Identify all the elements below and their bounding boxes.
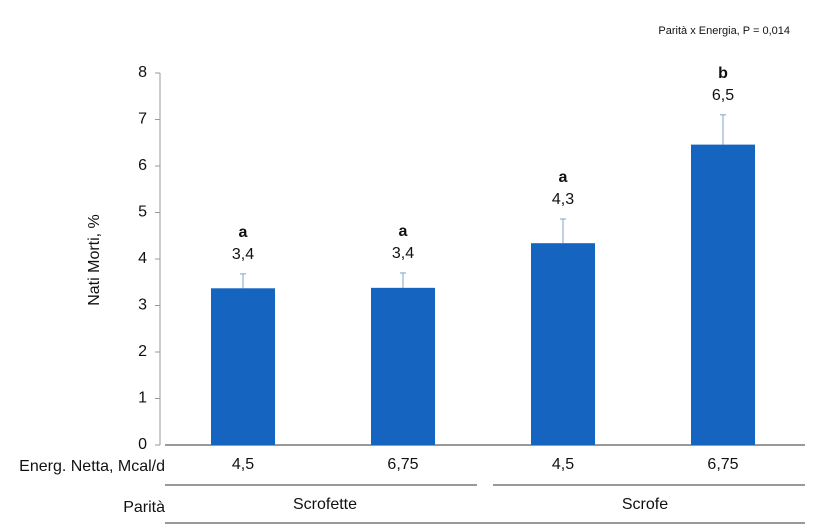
group-axis-label: Parità	[123, 499, 165, 516]
y-tick-label: 3	[138, 297, 147, 314]
y-tick-label: 0	[138, 436, 147, 453]
bar	[371, 287, 435, 445]
significance-letter: a	[239, 224, 248, 241]
value-label: 6,5	[712, 87, 734, 104]
bar	[691, 144, 755, 446]
significance-letter: b	[718, 65, 728, 82]
x-tick-label: 4,5	[232, 456, 254, 473]
significance-letter: a	[559, 169, 568, 186]
y-tick-label: 1	[138, 390, 147, 407]
x-axis-label: Energ. Netta, Mcal/d	[19, 458, 165, 475]
x-tick-label: 4,5	[552, 456, 574, 473]
y-tick-label: 7	[138, 111, 147, 128]
value-label: 4,3	[552, 191, 574, 208]
y-tick-label: 8	[138, 64, 147, 81]
bar	[531, 243, 595, 445]
y-tick-label: 4	[138, 250, 147, 267]
value-label: 3,4	[232, 246, 254, 263]
bar	[211, 288, 275, 445]
value-label: 3,4	[392, 245, 414, 262]
y-axis-label: Nati Morti, %	[86, 214, 103, 306]
group-label: Scrofette	[293, 496, 357, 513]
significance-letter: a	[399, 223, 408, 240]
x-tick-label: 6,75	[707, 456, 738, 473]
annotation: Parità x Energia, P = 0,014	[658, 25, 790, 37]
y-tick-label: 6	[138, 157, 147, 174]
group-label: Scrofe	[622, 496, 668, 513]
y-tick-label: 5	[138, 204, 147, 221]
y-tick-label: 2	[138, 343, 147, 360]
x-tick-label: 6,75	[387, 456, 418, 473]
